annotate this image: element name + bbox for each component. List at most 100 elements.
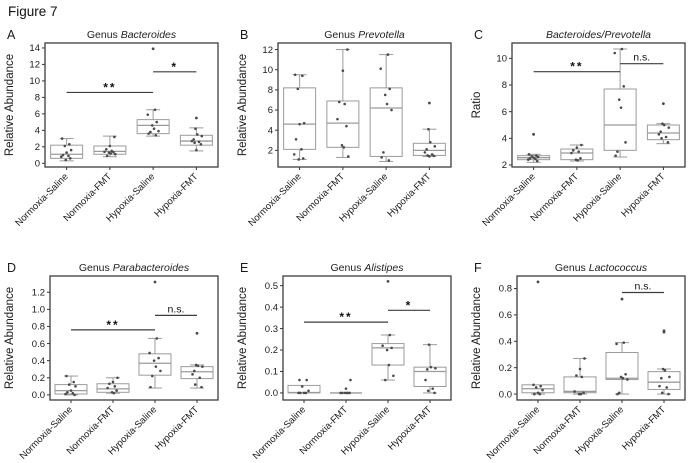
y-axis-tick-label: 4	[502, 134, 507, 145]
outlier-point	[153, 280, 157, 284]
jitter-point	[67, 383, 71, 386]
jitter-point	[193, 369, 196, 373]
jitter-point	[526, 158, 530, 161]
jitter-point	[575, 146, 579, 149]
jitter-point	[157, 356, 160, 360]
jitter-point	[430, 153, 434, 156]
jitter-point	[380, 156, 383, 159]
jitter-point	[106, 386, 109, 390]
jitter-point	[108, 382, 111, 386]
jitter-point	[337, 100, 341, 104]
y-axis-label: Relative Abundance	[471, 287, 483, 389]
jitter-point	[392, 374, 395, 378]
y-axis-tick-label: 0.6	[499, 310, 512, 321]
panel-title: Bacteroides/Prevotella	[546, 29, 651, 41]
y-axis-label: Relative Abundance	[4, 287, 16, 389]
jitter-point	[427, 127, 430, 131]
jitter-point	[108, 144, 112, 148]
jitter-point	[67, 154, 70, 158]
jitter-point	[68, 157, 72, 160]
jitter-point	[344, 387, 348, 390]
jitter-point	[538, 392, 542, 396]
jitter-point	[346, 155, 350, 158]
jitter-point	[660, 376, 663, 380]
panel-label: E	[240, 261, 248, 275]
jitter-point	[536, 391, 540, 395]
x-axis-tick-label: Normoxia-Saline	[18, 404, 75, 461]
jitter-point	[301, 157, 305, 160]
y-axis-label: Relative Abundance	[237, 287, 249, 389]
box-rect	[96, 383, 130, 393]
jitter-point	[115, 389, 118, 392]
x-axis-tick-label: Hypoxia-FMT	[386, 404, 434, 452]
jitter-point	[301, 74, 304, 78]
jitter-point	[614, 154, 617, 157]
jitter-point	[527, 153, 531, 156]
y-axis-tick-label: 1.0	[32, 305, 45, 316]
jitter-point	[71, 391, 75, 395]
jitter-point	[570, 151, 573, 155]
x-axis-tick-label: Hypoxia-FMT	[152, 171, 200, 219]
jitter-point	[528, 157, 532, 160]
significance-label: n.s.	[168, 303, 185, 315]
jitter-point	[193, 383, 197, 386]
outlier-point	[662, 329, 666, 333]
jitter-point	[388, 87, 392, 91]
jitter-point	[624, 372, 627, 376]
jitter-point	[300, 385, 304, 388]
panel-border	[49, 275, 219, 401]
jitter-point	[200, 385, 203, 389]
jitter-point	[387, 159, 391, 162]
panel-A: A Genus Bacteroides Relative Abundance 0 2 4 6…	[0, 25, 233, 230]
jitter-point	[195, 148, 198, 152]
outlier-point	[661, 102, 665, 106]
jitter-point	[573, 390, 576, 393]
jitter-point	[103, 150, 106, 154]
jitter-point	[379, 67, 383, 71]
y-axis-tick-label: 0.3	[265, 324, 278, 335]
jitter-point	[348, 391, 351, 395]
significance-label: *	[171, 60, 178, 74]
jitter-point	[535, 154, 538, 157]
significance-label: **	[103, 80, 116, 94]
jitter-point	[109, 152, 113, 155]
box-rect	[179, 134, 213, 146]
y-axis-tick-label: 0.4	[265, 302, 278, 313]
y-axis-tick-label: 0.6	[32, 339, 45, 350]
panel-C: C Bacteroides/Prevotella Ratio 2 4 6 8 10 Normox…	[467, 25, 700, 230]
jitter-point	[297, 158, 301, 161]
jitter-point	[534, 157, 537, 161]
jitter-point	[615, 342, 618, 346]
jitter-point	[61, 153, 65, 157]
jitter-point	[151, 374, 154, 378]
jitter-point	[665, 386, 668, 389]
jitter-point	[530, 155, 534, 158]
y-axis-tick-label: 0.4	[32, 356, 45, 367]
jitter-point	[582, 391, 585, 395]
jitter-point	[297, 391, 300, 395]
jitter-point	[305, 378, 308, 382]
panel-border	[277, 42, 452, 168]
jitter-point	[667, 392, 670, 396]
y-axis-tick-label: 12	[29, 60, 40, 71]
jitter-point	[336, 117, 339, 121]
significance-label: *	[406, 298, 413, 312]
jitter-point	[541, 388, 544, 392]
jitter-point	[384, 378, 387, 382]
jitter-point	[147, 132, 150, 135]
jitter-point	[424, 378, 427, 382]
jitter-point	[580, 375, 584, 379]
jitter-point	[292, 153, 296, 156]
jitter-point	[199, 143, 203, 146]
jitter-point	[664, 135, 668, 139]
jitter-point	[294, 137, 298, 141]
box-rect	[326, 100, 360, 148]
panel-C-plot: C Bacteroides/Prevotella Ratio 2 4 6 8 10 Normox…	[471, 28, 686, 229]
significance-label: **	[570, 60, 583, 74]
panel-border	[511, 42, 686, 168]
y-axis-tick-label: 0.8	[32, 322, 45, 333]
jitter-point	[575, 374, 578, 377]
jitter-point	[431, 387, 434, 390]
y-axis-tick-label: 0.1	[265, 367, 278, 378]
jitter-point	[577, 150, 580, 153]
